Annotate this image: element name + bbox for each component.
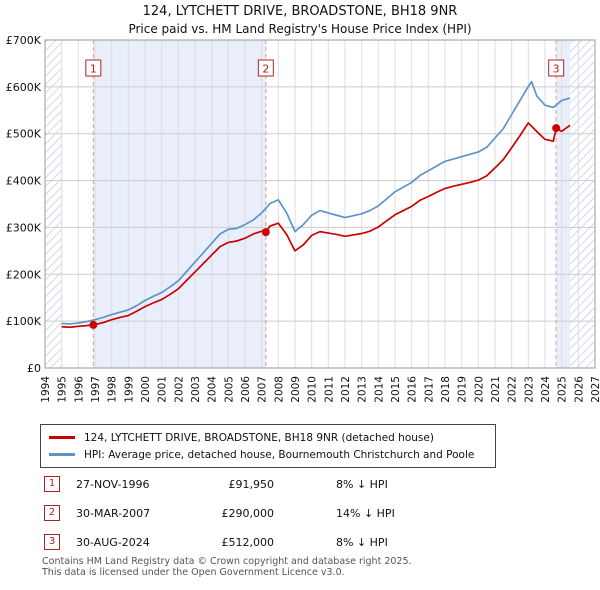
x-tick-label: 2008 [273, 376, 285, 403]
x-tick-label: 2004 [207, 376, 219, 403]
y-tick-label: £200K [6, 268, 42, 281]
transaction-table: 1 27-NOV-1996 £91,950 8% ↓ HPI 2 30-MAR-… [44, 476, 395, 563]
legend-label-price-paid: 124, LYTCHETT DRIVE, BROADSTONE, BH18 9N… [84, 431, 434, 444]
footer-line-1: Contains HM Land Registry data © Crown c… [42, 556, 412, 567]
sale-marker-badge [548, 59, 565, 77]
transaction-hpi-diff: 8% ↓ HPI [336, 477, 388, 491]
y-tick-label: £400K [6, 175, 42, 188]
y-tick-label: £0 [27, 362, 41, 375]
x-tick-label: 2023 [523, 376, 535, 403]
x-tick-label: 1996 [73, 376, 85, 403]
transaction-badge-1: 1 [44, 476, 60, 492]
x-tick-label: 2024 [540, 376, 552, 403]
no-data-hatch-left [45, 40, 62, 368]
x-tick-label: 1997 [90, 376, 102, 403]
x-tick-label: 2019 [457, 376, 469, 403]
x-tick-label: 2017 [423, 376, 435, 403]
y-tick-label: £300K [6, 221, 42, 234]
x-tick-label: 2012 [340, 376, 352, 403]
sale-marker-badge-number: 2 [262, 63, 269, 76]
x-tick-label: 2026 [573, 376, 585, 403]
y-tick-label: £700K [6, 36, 42, 47]
transaction-price: £91,950 [228, 477, 275, 491]
x-tick-label: 2015 [390, 376, 402, 403]
x-tick-label: 1994 [40, 376, 52, 403]
legend-swatch-blue [49, 453, 75, 456]
x-tick-label: 2016 [407, 376, 419, 403]
x-tick-label: 2022 [507, 376, 519, 403]
x-tick-label: 2006 [240, 376, 252, 403]
hpi-line [61, 80, 571, 325]
footer-line-2: This data is licensed under the Open Gov… [42, 567, 345, 578]
transaction-row: 3 30-AUG-2024 £512,000 8% ↓ HPI [44, 534, 395, 550]
x-tick-label: 2020 [473, 376, 485, 403]
x-tick-label: 2000 [140, 376, 152, 403]
transaction-row: 2 30-MAR-2007 £290,000 14% ↓ HPI [44, 505, 395, 521]
legend-entry-hpi: HPI: Average price, detached house, Bour… [49, 446, 487, 463]
price-paid-line [61, 122, 571, 329]
x-tick-label: 1995 [57, 376, 69, 403]
transaction-badge-3: 3 [44, 534, 60, 550]
y-tick-label: £600K [6, 81, 42, 94]
y-tick-label: £100K [6, 315, 42, 328]
price-chart: £0 £100K £200K £300K £400K £500K £600K £700K 199… [6, 36, 600, 403]
transaction-price: £290,000 [221, 506, 275, 520]
x-tick-label: 2011 [323, 376, 335, 403]
sale-marker-badge [85, 59, 102, 77]
x-tick-label: 2003 [190, 376, 202, 403]
legend-swatch-red [49, 436, 75, 439]
transaction-row: 1 27-NOV-1996 £91,950 8% ↓ HPI [44, 476, 395, 492]
x-tick-label: 2021 [490, 376, 502, 403]
page-title: 124, LYTCHETT DRIVE, BROADSTONE, BH18 9N… [142, 4, 458, 19]
transaction-hpi-diff: 8% ↓ HPI [336, 535, 388, 549]
plot-frame [44, 39, 596, 369]
transaction-date: 30-AUG-2024 [76, 535, 150, 549]
legend-label-hpi: HPI: Average price, detached house, Bour… [84, 448, 475, 461]
no-data-hatch-right [570, 40, 595, 368]
transaction-hpi-diff: 14% ↓ HPI [336, 506, 395, 520]
x-tick-label: 2005 [223, 376, 235, 403]
license-footer: Contains HM Land Registry data © Crown c… [42, 556, 412, 578]
x-tick-label: 2018 [440, 376, 452, 403]
sale-marker-dot [261, 228, 270, 237]
chart-legend: 124, LYTCHETT DRIVE, BROADSTONE, BH18 9N… [40, 424, 496, 468]
transaction-price: £512,000 [221, 535, 275, 549]
ownership-band [556, 40, 570, 368]
x-tick-label: 2007 [257, 376, 269, 403]
x-tick-label: 2001 [157, 376, 169, 403]
sale-marker-badge-number: 3 [553, 63, 560, 76]
sale-marker-badge-number: 1 [90, 63, 97, 76]
transaction-date: 27-NOV-1996 [76, 477, 150, 491]
x-tick-label: 1999 [123, 376, 135, 403]
x-tick-label: 2027 [590, 376, 600, 403]
sale-marker-dot [89, 320, 98, 329]
x-tick-label: 2010 [307, 376, 319, 403]
legend-entry-price-paid: 124, LYTCHETT DRIVE, BROADSTONE, BH18 9N… [49, 429, 487, 446]
transaction-date: 30-MAR-2007 [76, 506, 151, 520]
page-subtitle: Price paid vs. HM Land Registry's House … [128, 22, 472, 36]
y-tick-label: £500K [6, 128, 42, 141]
ownership-band [93, 40, 266, 368]
x-tick-label: 1998 [107, 376, 119, 403]
x-tick-label: 2013 [357, 376, 369, 403]
x-tick-label: 2002 [173, 376, 185, 403]
x-tick-label: 2014 [373, 376, 385, 403]
x-tick-label: 2009 [290, 376, 302, 403]
transaction-badge-2: 2 [44, 505, 60, 521]
sale-marker-badge [257, 59, 274, 77]
x-tick-label: 2025 [557, 376, 569, 403]
sale-marker-dot [552, 124, 561, 133]
